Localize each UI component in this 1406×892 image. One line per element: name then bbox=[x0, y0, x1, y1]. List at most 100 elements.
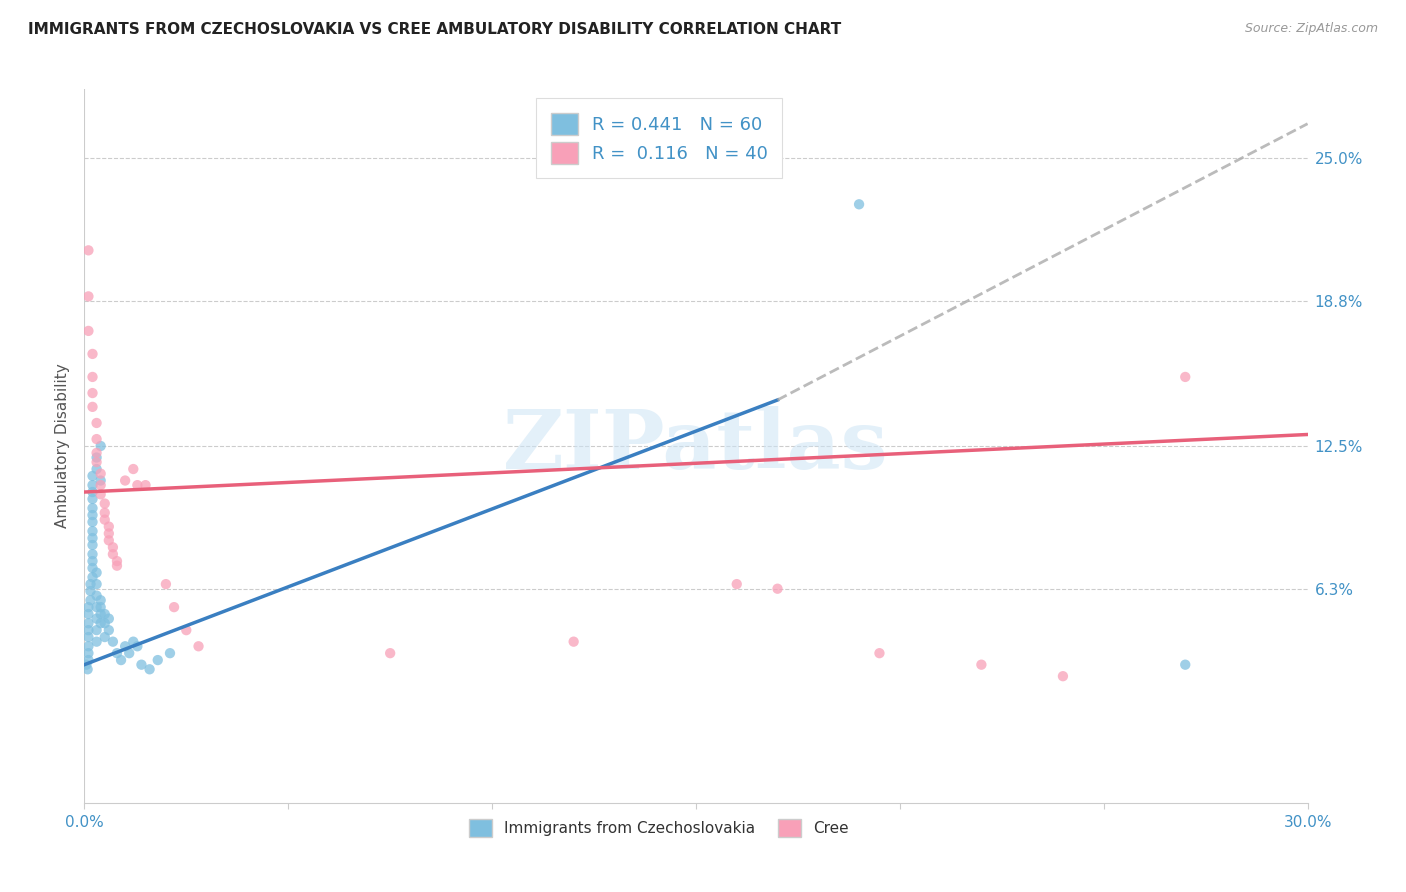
Point bbox=[766, 582, 789, 596]
Point bbox=[97, 526, 120, 541]
Text: Source: ZipAtlas.com: Source: ZipAtlas.com bbox=[1244, 22, 1378, 36]
Point bbox=[122, 634, 145, 648]
Point bbox=[114, 640, 136, 654]
Point bbox=[86, 566, 108, 580]
Point bbox=[90, 593, 112, 607]
Point bbox=[131, 657, 153, 672]
Point bbox=[82, 515, 104, 529]
Point bbox=[122, 462, 145, 476]
Point bbox=[86, 446, 108, 460]
Point bbox=[970, 657, 993, 672]
Point bbox=[77, 324, 100, 338]
Point bbox=[86, 462, 108, 476]
Point bbox=[1174, 370, 1197, 384]
Point bbox=[174, 623, 197, 637]
Point bbox=[138, 662, 160, 676]
Point bbox=[77, 607, 100, 621]
Point bbox=[869, 646, 891, 660]
Point bbox=[110, 653, 132, 667]
Point bbox=[118, 646, 141, 660]
Point bbox=[1052, 669, 1074, 683]
Point bbox=[187, 640, 209, 654]
Point bbox=[90, 478, 112, 492]
Point bbox=[77, 244, 100, 258]
Point bbox=[77, 616, 100, 631]
Point bbox=[79, 577, 101, 591]
Point bbox=[77, 653, 100, 667]
Point bbox=[82, 370, 104, 384]
Point bbox=[105, 558, 128, 573]
Point bbox=[97, 623, 120, 637]
Point bbox=[380, 646, 402, 660]
Point bbox=[86, 589, 108, 603]
Point bbox=[562, 634, 585, 648]
Point bbox=[82, 508, 104, 522]
Point bbox=[86, 612, 108, 626]
Point bbox=[93, 506, 115, 520]
Point bbox=[90, 616, 112, 631]
Point bbox=[82, 531, 104, 545]
Point bbox=[101, 547, 124, 561]
Point bbox=[93, 616, 115, 631]
Text: IMMIGRANTS FROM CZECHOSLOVAKIA VS CREE AMBULATORY DISABILITY CORRELATION CHART: IMMIGRANTS FROM CZECHOSLOVAKIA VS CREE A… bbox=[28, 22, 841, 37]
Point bbox=[86, 600, 108, 615]
Point bbox=[105, 554, 128, 568]
Point bbox=[86, 432, 108, 446]
Point bbox=[105, 646, 128, 660]
Point bbox=[82, 561, 104, 575]
Point bbox=[86, 450, 108, 465]
Point bbox=[114, 474, 136, 488]
Point bbox=[86, 577, 108, 591]
Point bbox=[82, 538, 104, 552]
Point bbox=[101, 634, 124, 648]
Point bbox=[76, 662, 98, 676]
Point bbox=[725, 577, 748, 591]
Point bbox=[86, 416, 108, 430]
Point bbox=[93, 630, 115, 644]
Point bbox=[77, 640, 100, 654]
Point bbox=[163, 600, 186, 615]
Point bbox=[155, 577, 177, 591]
Point bbox=[90, 439, 112, 453]
Point bbox=[77, 623, 100, 637]
Point bbox=[90, 607, 112, 621]
Point bbox=[82, 469, 104, 483]
Point bbox=[86, 623, 108, 637]
Point bbox=[127, 478, 149, 492]
Point bbox=[82, 347, 104, 361]
Point bbox=[127, 640, 149, 654]
Point bbox=[77, 289, 100, 303]
Point bbox=[1174, 657, 1197, 672]
Legend: Immigrants from Czechoslovakia, Cree: Immigrants from Czechoslovakia, Cree bbox=[461, 811, 856, 845]
Point bbox=[135, 478, 157, 492]
Point bbox=[82, 554, 104, 568]
Point bbox=[79, 593, 101, 607]
Y-axis label: Ambulatory Disability: Ambulatory Disability bbox=[55, 364, 70, 528]
Point bbox=[159, 646, 181, 660]
Point bbox=[77, 600, 100, 615]
Point bbox=[97, 519, 120, 533]
Point bbox=[86, 634, 108, 648]
Text: ZIPatlas: ZIPatlas bbox=[503, 406, 889, 486]
Point bbox=[79, 584, 101, 599]
Point bbox=[848, 197, 870, 211]
Point bbox=[77, 630, 100, 644]
Point bbox=[82, 524, 104, 538]
Point bbox=[75, 657, 97, 672]
Point bbox=[82, 478, 104, 492]
Point bbox=[93, 513, 115, 527]
Point bbox=[82, 400, 104, 414]
Point bbox=[86, 455, 108, 469]
Point bbox=[101, 541, 124, 555]
Point bbox=[97, 612, 120, 626]
Point bbox=[93, 607, 115, 621]
Point bbox=[146, 653, 169, 667]
Point bbox=[90, 474, 112, 488]
Point bbox=[97, 533, 120, 548]
Point bbox=[82, 570, 104, 584]
Point bbox=[90, 467, 112, 481]
Point bbox=[90, 487, 112, 501]
Point bbox=[93, 497, 115, 511]
Point bbox=[82, 491, 104, 506]
Point bbox=[82, 485, 104, 500]
